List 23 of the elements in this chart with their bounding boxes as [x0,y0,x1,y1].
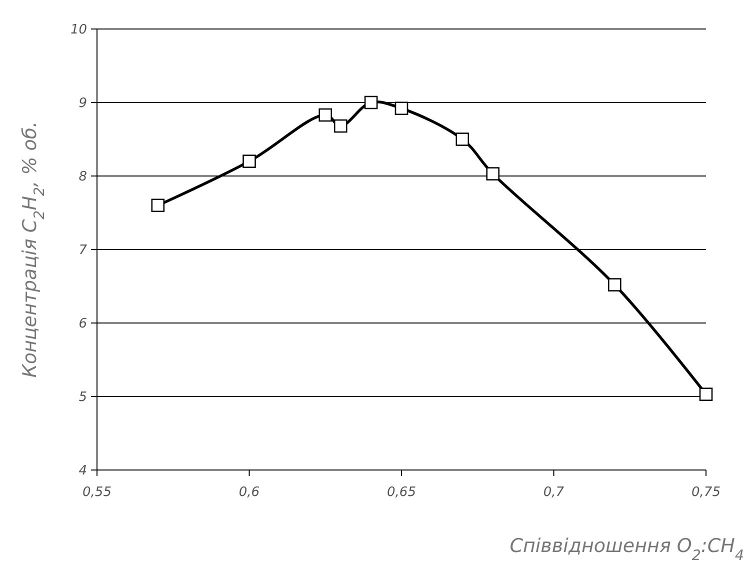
point [151,198,165,212]
y-tick-label: 9 [78,96,87,112]
point [456,132,470,146]
x-tick-label: 0,7 [543,485,565,500]
x-tick-label: 0,55 [82,485,112,500]
point [242,154,256,168]
point [486,167,500,180]
y-tick-label: 8 [78,170,87,185]
point [334,119,348,133]
point [394,102,408,116]
point [364,96,378,110]
y-tick-label: 5 [78,390,87,406]
y-tick-label: 10 [70,22,87,38]
point [699,388,713,401]
x-axis-title: Співвідношення O$_{2}$:CH$_{4}$ [510,535,744,564]
x-tick-label: 0,75 [692,485,720,500]
x-tick-label: 0,65 [387,485,416,500]
y-tick-label: 4 [78,464,87,479]
x-tick-label: 0,6 [238,485,260,500]
y-tick-label: 7 [78,243,88,258]
point [608,278,622,292]
y-tick-label: 6 [78,316,87,332]
point [318,108,332,122]
